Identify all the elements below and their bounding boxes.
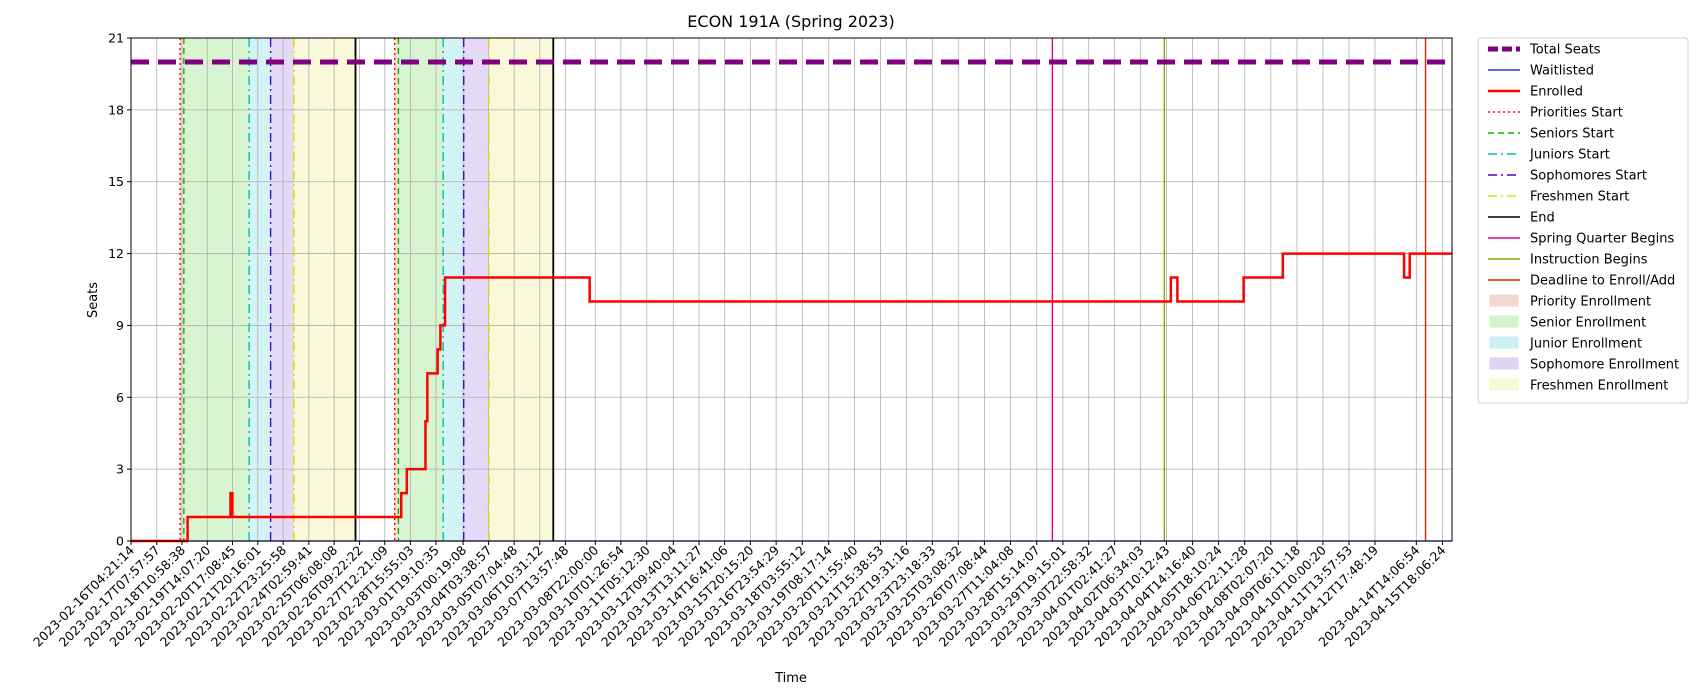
chart-title: ECON 191A (Spring 2023) [687, 12, 894, 31]
period-band-2-1 [443, 38, 464, 541]
y-tick-label-1: 3 [116, 462, 124, 477]
legend-label-event-2: Juniors Start [1529, 148, 1610, 163]
event-lines-layer [179, 38, 1427, 541]
legend-label-period-2: Junior Enrollment [1529, 337, 1642, 352]
legend-label-event-1: Seniors Start [1530, 127, 1614, 142]
period-band-2-0 [249, 38, 271, 541]
legend-swatch-period-1 [1489, 315, 1519, 328]
legend-label-period-3: Sophomore Enrollment [1530, 358, 1679, 373]
y-tick-label-4: 12 [108, 246, 124, 261]
period-band-3-1 [463, 38, 489, 541]
period-band-3-0 [270, 38, 294, 541]
series-line-2 [131, 252, 1452, 543]
legend: Total Seats Waitlisted Enrolled Priorities … [1477, 37, 1689, 404]
legend-swatch-period-2 [1489, 336, 1519, 349]
legend-label-event-4: Freshmen Start [1530, 190, 1629, 205]
y-tick-label-0: 0 [116, 534, 124, 549]
legend-label-event-0: Priorities Start [1530, 106, 1623, 121]
legend-swatch-period-4 [1489, 378, 1519, 391]
y-tick-label-2: 6 [116, 390, 124, 405]
period-band-1-1 [398, 38, 444, 541]
x-axis-title: Time [774, 671, 807, 686]
period-shading-layer [180, 38, 554, 541]
legend-label-event-5: End [1530, 211, 1555, 226]
legend-label-event-8: Deadline to Enroll/Add [1530, 274, 1675, 289]
legend-swatch-period-3 [1489, 357, 1519, 370]
legend-label-event-6: Spring Quarter Begins [1530, 232, 1674, 247]
legend-label-event-3: Sophomores Start [1530, 169, 1647, 184]
y-tick-label-5: 15 [108, 174, 124, 189]
legend-label-period-4: Freshmen Enrollment [1530, 379, 1668, 394]
legend-swatch-period-0 [1489, 294, 1519, 307]
period-band-0-1 [394, 38, 399, 541]
legend-box [1477, 37, 1689, 404]
period-band-1-0 [183, 38, 250, 541]
plot-frame [130, 37, 1453, 542]
y-tick-label-7: 21 [108, 31, 124, 46]
y-tick-label-6: 18 [108, 102, 124, 117]
y-tick-label-3: 9 [116, 318, 124, 333]
legend-label-series-1: Waitlisted [1530, 64, 1594, 79]
period-band-4-0 [293, 38, 356, 541]
legend-label-period-1: Senior Enrollment [1530, 316, 1646, 331]
legend-label-series-2: Enrolled [1530, 85, 1583, 100]
legend-label-event-7: Instruction Begins [1530, 253, 1648, 268]
axes-layer: 0369121518212023‑02‑16T04:21:142023‑02‑1… [30, 31, 1453, 650]
legend-label-period-0: Priority Enrollment [1530, 295, 1651, 310]
legend-label-series-0: Total Seats [1529, 43, 1601, 58]
period-band-4-1 [488, 38, 554, 541]
y-axis-title: Seats [86, 282, 101, 318]
